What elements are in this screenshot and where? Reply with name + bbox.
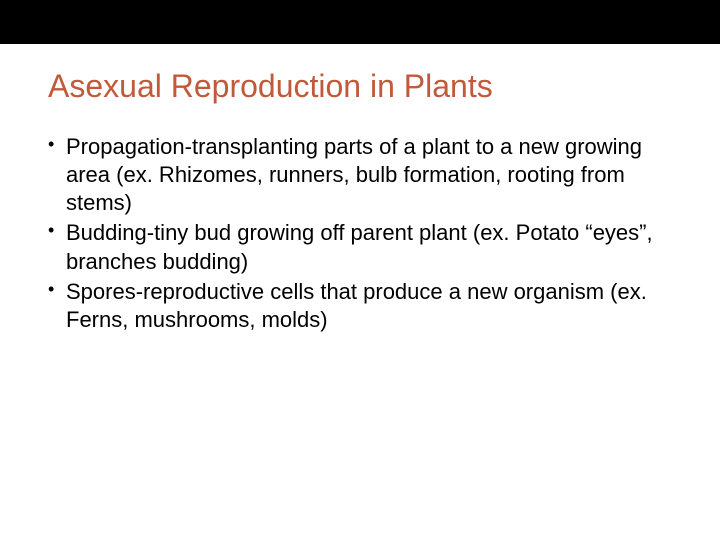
bullet-list: Propagation-transplanting parts of a pla… xyxy=(48,133,672,334)
list-item: Budding-tiny bud growing off parent plan… xyxy=(48,219,672,275)
list-item: Propagation-transplanting parts of a pla… xyxy=(48,133,672,217)
slide-content: Asexual Reproduction in Plants Propagati… xyxy=(0,44,720,334)
top-bar xyxy=(0,0,720,44)
slide-title: Asexual Reproduction in Plants xyxy=(48,68,672,105)
list-item: Spores-reproductive cells that produce a… xyxy=(48,278,672,334)
